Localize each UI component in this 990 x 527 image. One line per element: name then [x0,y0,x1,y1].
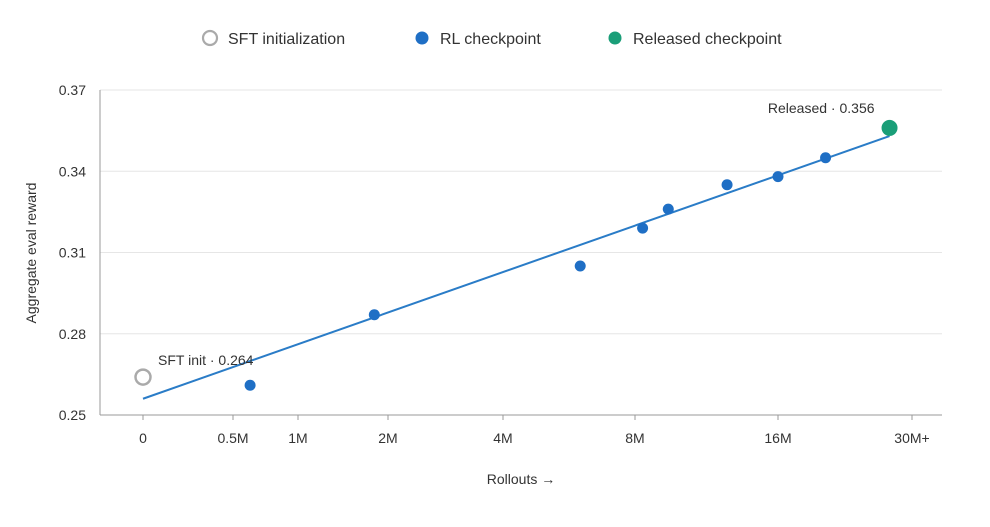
point-rl-checkpoint [820,152,832,164]
trend-line-group [142,135,890,400]
data-points [134,119,898,391]
point-rl-checkpoint [637,222,649,234]
legend-marker-rl-checkpoint [415,31,429,45]
x-tick-label: 4M [493,430,512,446]
legend-label-sft-initialization: SFT initialization [228,31,345,48]
y-tick-label: 0.34 [59,163,86,179]
point-released-checkpoint [881,119,898,136]
point-rl-checkpoint [721,179,733,191]
annotation-released-checkpoint: Released · 0.356 [768,100,875,116]
x-tick-label: 0.5M [217,430,248,446]
legend-label-released-checkpoint: Released checkpoint [633,31,782,48]
y-tick-label: 0.37 [59,82,86,98]
annotations: SFT init · 0.264 Released · 0.356 [158,100,875,368]
x-tick-label: 8M [625,430,644,446]
trend-line [142,135,890,400]
legend: SFT initialization RL checkpoint Released … [201,29,782,48]
x-tick-label: 0 [139,430,147,446]
point-sft-initialization [134,368,152,386]
point-rl-checkpoint [662,203,674,215]
y-tick-label: 0.28 [59,326,86,342]
legend-marker-sft-initialization [201,29,219,47]
x-tick-label: 30M+ [894,430,929,446]
point-rl-checkpoint [574,260,586,272]
legend-label-rl-checkpoint: RL checkpoint [440,31,541,48]
x-tick-label: 16M [764,430,791,446]
y-tick-label: 0.31 [59,245,86,261]
point-rl-checkpoint [368,309,380,321]
legend-marker-released-checkpoint [608,31,622,45]
point-rl-checkpoint [244,379,256,391]
annotation-sft-initialization: SFT init · 0.264 [158,352,254,368]
point-rl-checkpoint [772,171,784,183]
axes: 0.25 0.28 0.31 0.34 0.37 0 0.5M 1M 2M 4M 8M 16M 30M+ [59,82,942,446]
x-tick-label: 2M [378,430,397,446]
x-axis-title: Rollouts → [487,471,555,487]
x-tick-label: 1M [288,430,307,446]
y-axis-title: Aggregate eval reward [23,183,39,324]
y-tick-label: 0.25 [59,407,86,423]
